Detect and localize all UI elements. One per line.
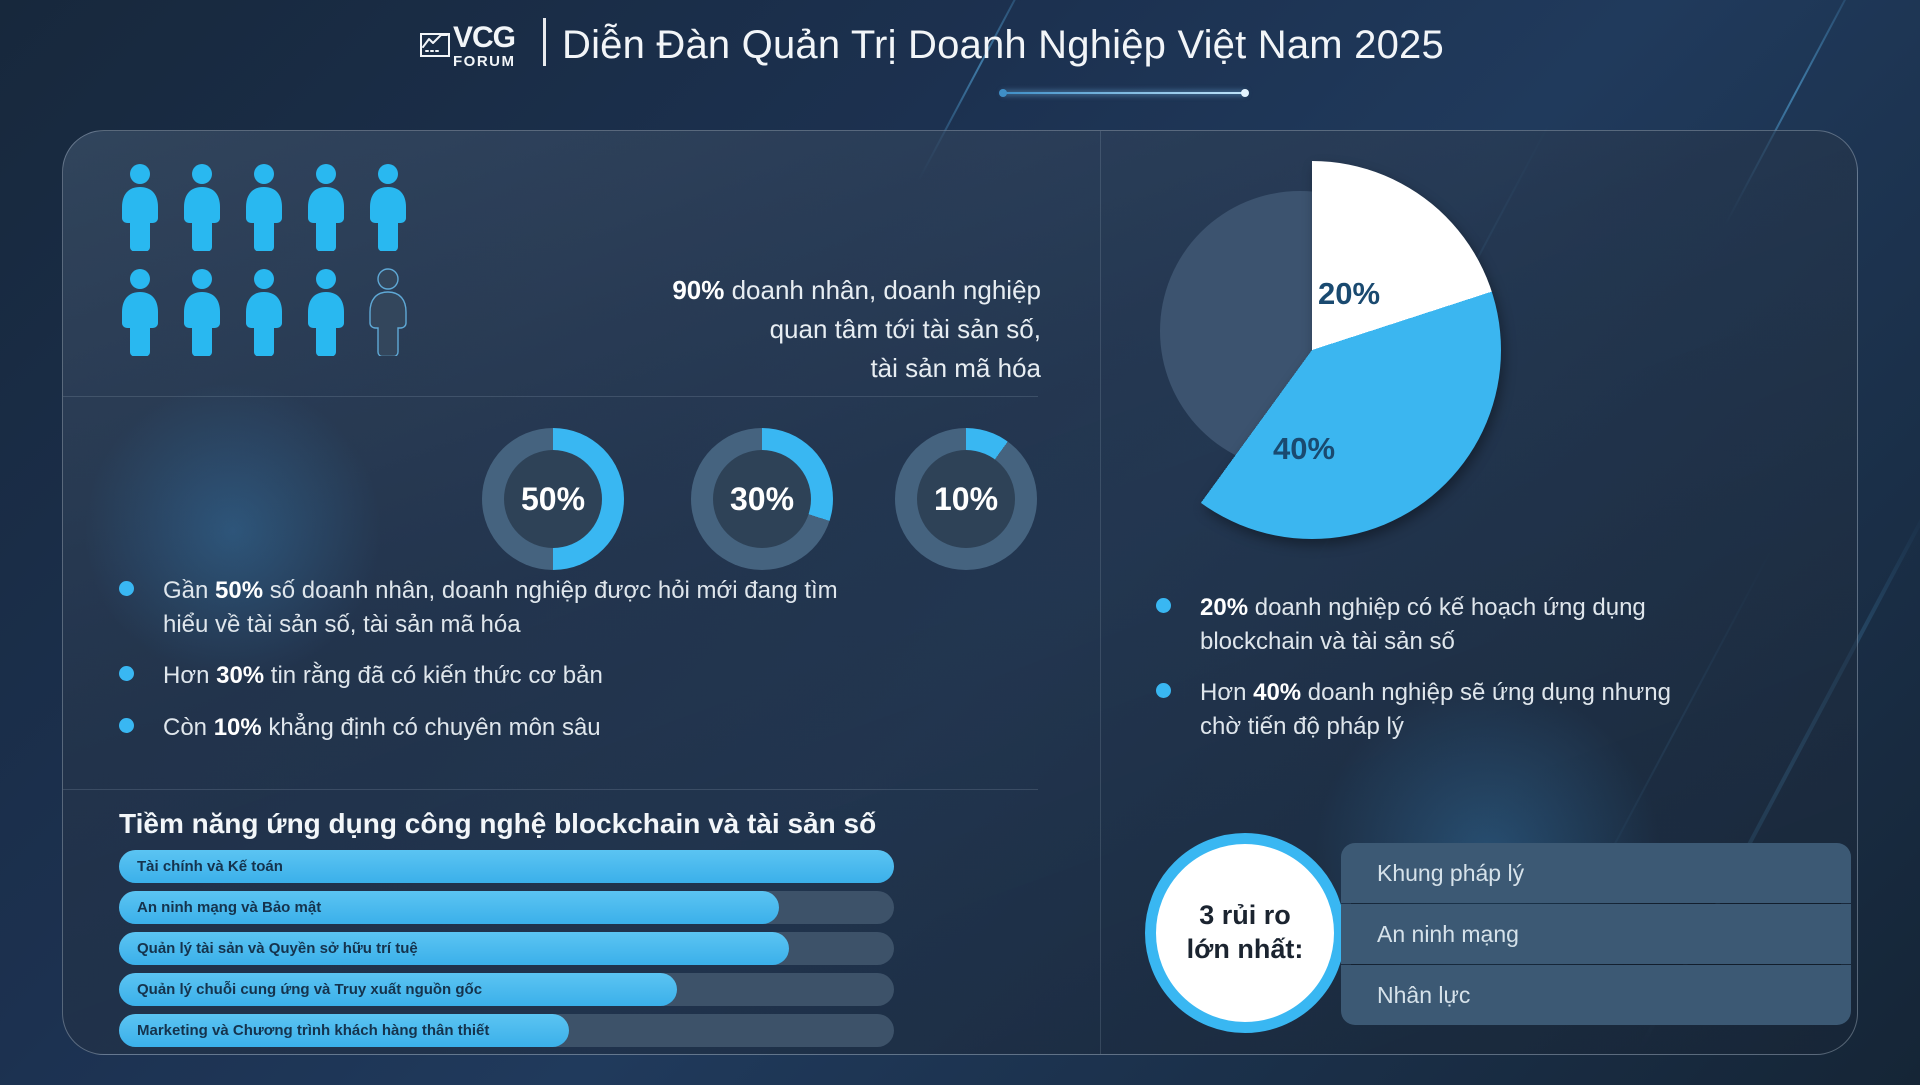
svg-text:VCG: VCG <box>453 21 515 54</box>
svg-text:FORUM: FORUM <box>453 53 516 70</box>
